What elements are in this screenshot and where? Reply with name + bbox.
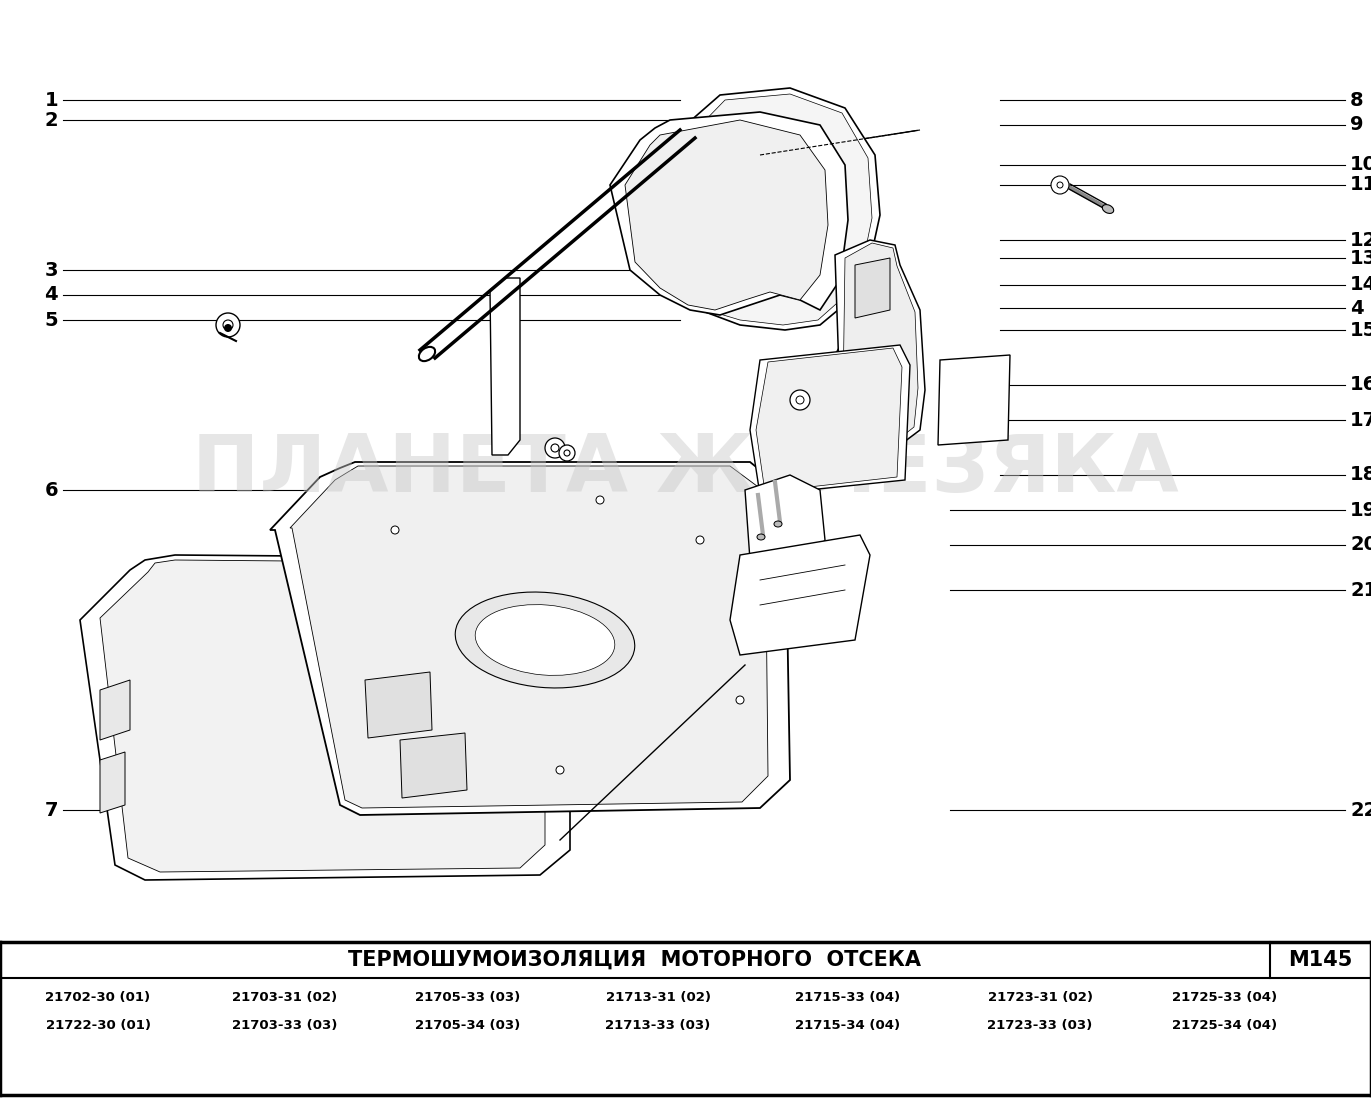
Polygon shape <box>680 88 880 330</box>
Ellipse shape <box>455 592 635 688</box>
Circle shape <box>736 696 744 704</box>
Circle shape <box>391 526 399 534</box>
Text: 21703-31 (02): 21703-31 (02) <box>233 992 337 1004</box>
Polygon shape <box>400 733 468 798</box>
Circle shape <box>596 496 605 504</box>
Polygon shape <box>625 120 828 310</box>
Circle shape <box>551 444 559 451</box>
Polygon shape <box>729 535 871 655</box>
Circle shape <box>546 438 565 458</box>
Polygon shape <box>843 244 919 441</box>
Text: 21702-30 (01): 21702-30 (01) <box>45 992 151 1004</box>
Text: 11: 11 <box>1350 176 1371 195</box>
Text: 4: 4 <box>1350 298 1364 318</box>
Text: 21705-33 (03): 21705-33 (03) <box>415 992 521 1004</box>
Circle shape <box>1057 182 1063 188</box>
Polygon shape <box>856 258 890 318</box>
Polygon shape <box>270 461 790 815</box>
Text: 4: 4 <box>44 286 58 305</box>
Circle shape <box>559 445 574 461</box>
Text: 6: 6 <box>44 480 58 499</box>
Polygon shape <box>610 112 849 315</box>
Text: 21725-34 (04): 21725-34 (04) <box>1172 1020 1278 1033</box>
Text: 10: 10 <box>1350 156 1371 175</box>
Polygon shape <box>365 672 432 738</box>
Text: 20: 20 <box>1350 536 1371 555</box>
Text: 18: 18 <box>1350 466 1371 485</box>
Text: ТЕРМОШУМОИЗОЛЯЦИЯ  МОТОРНОГО  ОТСЕКА: ТЕРМОШУМОИЗОЛЯЦИЯ МОТОРНОГО ОТСЕКА <box>348 950 921 970</box>
Text: 21722-30 (01): 21722-30 (01) <box>45 1020 151 1033</box>
Polygon shape <box>489 278 520 455</box>
Ellipse shape <box>476 605 614 675</box>
Polygon shape <box>750 345 910 495</box>
Text: 1: 1 <box>44 90 58 109</box>
Polygon shape <box>744 475 825 560</box>
Text: 7: 7 <box>44 801 58 820</box>
Text: 21723-31 (02): 21723-31 (02) <box>987 992 1093 1004</box>
Polygon shape <box>100 681 130 739</box>
Polygon shape <box>938 355 1010 445</box>
Text: М145: М145 <box>1289 950 1353 970</box>
Text: 3: 3 <box>44 260 58 279</box>
Polygon shape <box>100 560 546 872</box>
Text: 5: 5 <box>44 310 58 329</box>
Polygon shape <box>291 466 768 808</box>
Text: 21713-33 (03): 21713-33 (03) <box>606 1020 710 1033</box>
Text: 9: 9 <box>1350 116 1364 135</box>
Circle shape <box>217 312 240 337</box>
Circle shape <box>563 450 570 456</box>
Circle shape <box>790 390 810 410</box>
Polygon shape <box>835 240 925 445</box>
Text: 8: 8 <box>1350 90 1364 109</box>
Text: 19: 19 <box>1350 500 1371 519</box>
Text: 21715-33 (04): 21715-33 (04) <box>795 992 901 1004</box>
Circle shape <box>223 320 233 330</box>
Ellipse shape <box>775 522 781 527</box>
Circle shape <box>1052 176 1069 193</box>
Text: 15: 15 <box>1350 320 1371 339</box>
Text: 21: 21 <box>1350 580 1371 599</box>
Circle shape <box>797 396 803 404</box>
Polygon shape <box>80 555 570 880</box>
Text: 21703-33 (03): 21703-33 (03) <box>232 1020 337 1033</box>
Text: 17: 17 <box>1350 410 1371 429</box>
Ellipse shape <box>1102 205 1113 214</box>
Text: 13: 13 <box>1350 248 1371 268</box>
Ellipse shape <box>420 347 435 361</box>
Text: 14: 14 <box>1350 276 1371 295</box>
Text: 22: 22 <box>1350 801 1371 820</box>
Text: 21725-33 (04): 21725-33 (04) <box>1172 992 1278 1004</box>
Text: ПЛАНЕТА ЖЕЛЕЗЯКА: ПЛАНЕТА ЖЕЛЕЗЯКА <box>192 431 1178 509</box>
Polygon shape <box>692 95 872 325</box>
Text: 2: 2 <box>44 110 58 129</box>
Circle shape <box>223 324 232 332</box>
Polygon shape <box>100 752 125 813</box>
Ellipse shape <box>757 534 765 540</box>
Text: 21723-33 (03): 21723-33 (03) <box>987 1020 1093 1033</box>
Text: 21713-31 (02): 21713-31 (02) <box>606 992 710 1004</box>
Text: 16: 16 <box>1350 376 1371 395</box>
Text: 21715-34 (04): 21715-34 (04) <box>795 1020 901 1033</box>
Text: 21705-34 (03): 21705-34 (03) <box>415 1020 521 1033</box>
Polygon shape <box>755 348 902 492</box>
Circle shape <box>557 766 563 774</box>
Text: 12: 12 <box>1350 230 1371 249</box>
Circle shape <box>696 536 703 544</box>
